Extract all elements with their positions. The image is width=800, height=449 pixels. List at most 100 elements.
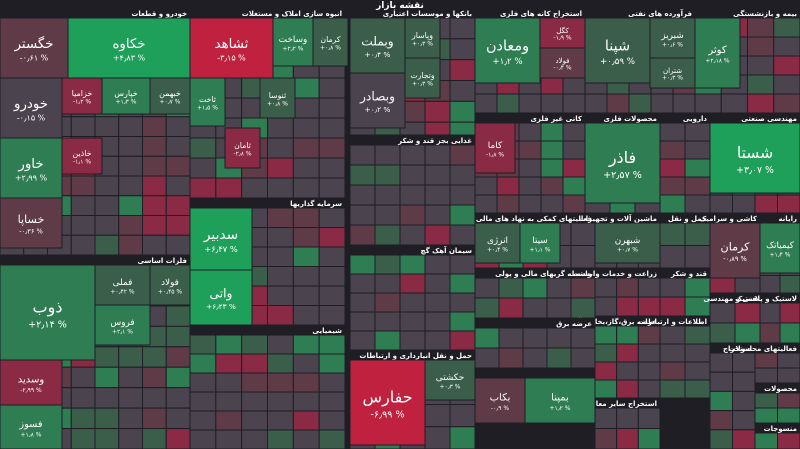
filler-tile[interactable] xyxy=(165,387,191,409)
filler-tile[interactable] xyxy=(399,330,426,351)
filler-tile[interactable] xyxy=(118,407,143,430)
filler-tile[interactable] xyxy=(540,158,564,178)
stock-tile-27[interactable] xyxy=(94,264,151,306)
filler-tile[interactable] xyxy=(594,428,618,449)
filler-tile[interactable] xyxy=(684,158,711,178)
filler-tile[interactable] xyxy=(189,157,217,179)
filler-tile[interactable] xyxy=(570,277,596,299)
stock-tile-4[interactable] xyxy=(101,77,151,115)
filler-tile[interactable] xyxy=(449,330,476,351)
filler-tile[interactable] xyxy=(637,407,661,429)
filler-tile[interactable] xyxy=(142,428,167,449)
filler-tile[interactable] xyxy=(292,97,320,119)
filler-tile[interactable] xyxy=(70,366,96,389)
filler-tile[interactable] xyxy=(349,273,376,294)
filler-tile[interactable] xyxy=(70,407,96,430)
filler-tile[interactable] xyxy=(374,311,401,332)
filler-tile[interactable] xyxy=(449,204,476,226)
filler-tile[interactable] xyxy=(518,122,542,142)
filler-tile[interactable] xyxy=(374,184,401,206)
filler-tile[interactable] xyxy=(292,177,320,199)
filler-tile[interactable] xyxy=(779,275,800,294)
filler-tile[interactable] xyxy=(165,215,191,236)
filler-tile[interactable] xyxy=(659,343,686,363)
stock-tile-13[interactable] xyxy=(224,127,261,169)
filler-tile[interactable] xyxy=(773,74,800,95)
stock-tile-37[interactable] xyxy=(759,222,800,274)
filler-tile[interactable] xyxy=(399,184,426,206)
filler-tile[interactable] xyxy=(684,122,711,142)
filler-tile[interactable] xyxy=(349,184,376,206)
stock-tile-12[interactable] xyxy=(189,77,226,127)
filler-tile[interactable] xyxy=(449,100,476,123)
stock-tile-33[interactable] xyxy=(189,269,253,326)
filler-tile[interactable] xyxy=(709,410,733,431)
filler-tile[interactable] xyxy=(562,140,586,160)
filler-tile[interactable] xyxy=(684,343,711,363)
filler-tile[interactable] xyxy=(267,334,294,355)
filler-tile[interactable] xyxy=(594,296,618,317)
filler-tile[interactable] xyxy=(241,410,269,431)
filler-tile[interactable] xyxy=(754,392,778,409)
filler-tile[interactable] xyxy=(754,194,778,214)
filler-tile[interactable] xyxy=(709,429,733,449)
filler-tile[interactable] xyxy=(562,122,586,142)
filler-tile[interactable] xyxy=(267,410,294,431)
filler-tile[interactable] xyxy=(165,346,191,368)
filler-tile[interactable] xyxy=(777,367,800,384)
filler-tile[interactable] xyxy=(709,371,733,392)
filler-tile[interactable] xyxy=(659,296,686,317)
filler-tile[interactable] xyxy=(374,273,401,294)
filler-tile[interactable] xyxy=(399,224,426,246)
filler-tile[interactable] xyxy=(267,246,294,267)
filler-tile[interactable] xyxy=(118,366,143,389)
filler-tile[interactable] xyxy=(759,302,781,324)
filler-tile[interactable] xyxy=(449,164,476,186)
filler-tile[interactable] xyxy=(424,100,451,123)
filler-tile[interactable] xyxy=(570,297,596,319)
filler-tile[interactable] xyxy=(498,297,524,319)
filler-tile[interactable] xyxy=(292,117,320,139)
filler-tile[interactable] xyxy=(374,254,401,275)
filler-tile[interactable] xyxy=(637,361,661,381)
filler-tile[interactable] xyxy=(70,175,96,197)
filler-tile[interactable] xyxy=(759,322,781,344)
filler-tile[interactable] xyxy=(292,429,320,449)
filler-tile[interactable] xyxy=(584,93,608,114)
filler-tile[interactable] xyxy=(142,175,167,197)
filler-tile[interactable] xyxy=(424,224,451,246)
filler-tile[interactable] xyxy=(94,116,120,137)
filler-tile[interactable] xyxy=(118,234,143,256)
filler-tile[interactable] xyxy=(659,325,686,345)
filler-tile[interactable] xyxy=(518,194,542,214)
filler-tile[interactable] xyxy=(540,140,564,160)
filler-tile[interactable] xyxy=(424,311,451,332)
filler-tile[interactable] xyxy=(118,175,143,197)
filler-tile[interactable] xyxy=(318,410,346,431)
filler-tile[interactable] xyxy=(594,325,618,345)
filler-tile[interactable] xyxy=(616,361,639,381)
filler-tile[interactable] xyxy=(94,234,120,256)
filler-tile[interactable] xyxy=(215,177,243,199)
stock-tile-5[interactable] xyxy=(149,77,191,115)
filler-tile[interactable] xyxy=(292,353,320,374)
filler-tile[interactable] xyxy=(118,195,143,216)
filler-tile[interactable] xyxy=(570,222,596,246)
filler-tile[interactable] xyxy=(241,334,269,355)
stock-tile-22[interactable] xyxy=(584,17,651,84)
filler-tile[interactable] xyxy=(70,116,96,137)
filler-tile[interactable] xyxy=(267,157,294,179)
filler-tile[interactable] xyxy=(349,311,376,332)
filler-tile[interactable] xyxy=(318,285,346,306)
filler-tile[interactable] xyxy=(720,93,748,114)
stock-tile-34[interactable] xyxy=(584,122,661,204)
filler-tile[interactable] xyxy=(424,254,451,275)
filler-tile[interactable] xyxy=(267,177,294,199)
filler-tile[interactable] xyxy=(449,311,476,332)
filler-tile[interactable] xyxy=(94,407,120,430)
filler-tile[interactable] xyxy=(165,407,191,430)
filler-tile[interactable] xyxy=(241,429,269,449)
filler-tile[interactable] xyxy=(684,245,711,269)
filler-tile[interactable] xyxy=(189,410,217,431)
stock-tile-14[interactable] xyxy=(259,77,296,119)
